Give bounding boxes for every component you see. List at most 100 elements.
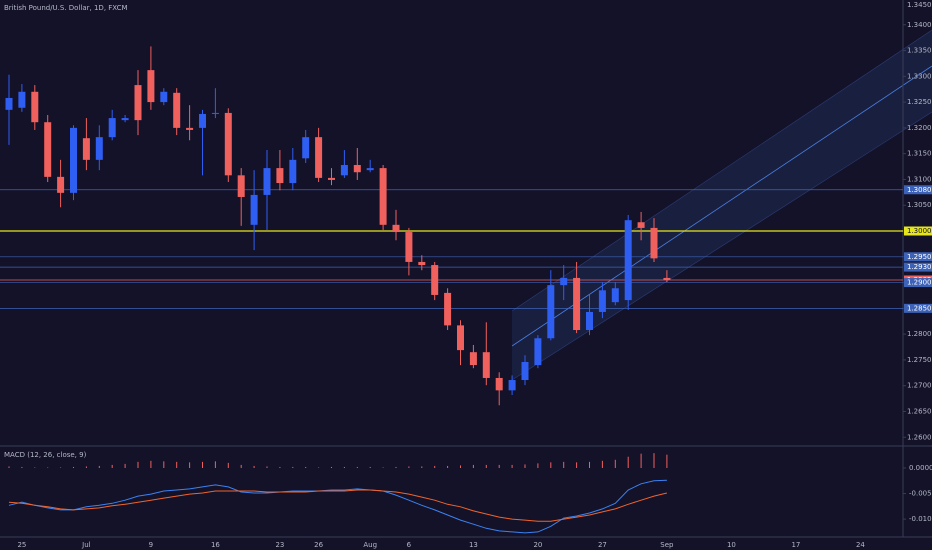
- macd-line: [8, 479, 667, 534]
- price-label-box: [904, 185, 932, 195]
- histogram-bar: [150, 460, 152, 468]
- candle-body: [276, 168, 284, 184]
- histogram-bar: [318, 467, 320, 468]
- price-label-box: [904, 252, 932, 262]
- candle-body: [444, 292, 452, 326]
- candle-body: [289, 159, 297, 184]
- candle-body: [31, 91, 39, 123]
- y-tick-label: 1.31500: [907, 150, 932, 158]
- histogram-bar: [356, 466, 358, 468]
- x-tick-label: 27: [598, 541, 607, 549]
- candle-body: [211, 112, 219, 114]
- histogram-bar: [434, 465, 436, 468]
- histogram-bar: [498, 464, 500, 468]
- candle-body: [431, 265, 439, 295]
- histogram-bar: [627, 456, 629, 468]
- candle-body: [82, 138, 90, 160]
- candle-body: [560, 277, 568, 286]
- x-tick-label: 13: [469, 541, 478, 549]
- macd-line: [8, 489, 668, 522]
- histogram-bar: [601, 460, 603, 468]
- x-tick-label: 6: [407, 541, 412, 549]
- histogram-bar: [382, 467, 384, 468]
- candle-body: [199, 113, 206, 128]
- x-tick-label: 25: [17, 541, 26, 549]
- candle-body: [57, 176, 65, 193]
- histogram-bar: [343, 466, 345, 468]
- price-label-box: [904, 262, 932, 272]
- histogram-bar: [460, 465, 461, 468]
- y2-tick-label: -0.0050: [909, 490, 932, 498]
- price-label-box: [904, 226, 932, 236]
- candle-body: [315, 137, 323, 178]
- candle-body: [134, 85, 142, 121]
- y-tick-label: 1.27500: [907, 356, 932, 364]
- histogram-bar: [292, 466, 294, 468]
- candle-body: [469, 352, 477, 366]
- price-label: 1.30000: [907, 227, 932, 235]
- x-tick-label: 10: [727, 541, 736, 549]
- candle-body: [121, 118, 129, 121]
- y-tick-label: 1.26500: [907, 407, 932, 415]
- histogram-bar: [472, 464, 474, 468]
- histogram-bar: [253, 465, 255, 468]
- candle-body: [598, 290, 606, 312]
- histogram-bar: [227, 462, 229, 468]
- histogram-bar: [305, 466, 307, 468]
- histogram-bar: [85, 466, 87, 468]
- candle-body: [366, 168, 374, 171]
- candle-body: [186, 127, 194, 130]
- channel-median: [511, 65, 932, 347]
- y-tick-label: 1.26000: [907, 433, 932, 441]
- candle-body: [663, 277, 671, 280]
- candle-body: [573, 277, 581, 331]
- candle-body: [547, 285, 555, 339]
- candle-body: [263, 168, 271, 195]
- histogram-bar: [369, 466, 371, 468]
- y-tick-label: 1.32000: [907, 124, 932, 132]
- candle-body: [44, 122, 52, 177]
- x-tick-label: 16: [211, 541, 220, 549]
- candle-body: [250, 194, 258, 225]
- candle-body: [95, 137, 103, 160]
- y2-tick-label: 0.0000: [909, 464, 932, 472]
- macd-title: MACD (12, 26, close, 9): [4, 451, 87, 459]
- candle-body: [353, 165, 361, 173]
- chart-title: British Pound/U.S. Dollar, 1D, FXCM: [4, 4, 128, 12]
- price-label: 1.30800: [907, 186, 932, 194]
- histogram-bar: [279, 466, 281, 468]
- histogram-bar: [589, 461, 590, 468]
- histogram-bar: [137, 461, 139, 468]
- candle-body: [418, 261, 426, 266]
- candle-body: [637, 222, 645, 228]
- candle-body: [108, 118, 116, 138]
- candle-body: [405, 232, 413, 262]
- price-label-box: [904, 278, 932, 288]
- histogram-bar: [73, 466, 74, 468]
- histogram-bar: [189, 462, 191, 468]
- candle-body: [611, 288, 619, 303]
- histogram-bar: [21, 466, 23, 468]
- y-tick-label: 1.31000: [907, 175, 932, 183]
- y-tick-label: 1.34500: [907, 1, 932, 9]
- histogram-bar: [176, 461, 178, 468]
- candle-body: [586, 311, 593, 331]
- channel-lower: [511, 111, 932, 381]
- x-tick-label: Jul: [81, 541, 91, 549]
- candle-body: [18, 91, 26, 108]
- x-tick-label: 26: [314, 541, 323, 549]
- x-tick-label: 23: [275, 541, 284, 549]
- histogram-bar: [202, 461, 203, 468]
- price-label: 1.29000: [907, 279, 932, 287]
- histogram-bar: [331, 466, 332, 468]
- x-tick-label: 20: [533, 541, 542, 549]
- candle-body: [392, 224, 400, 233]
- candle-body: [340, 165, 348, 176]
- candle-body: [650, 227, 658, 259]
- price-label: 1.29500: [907, 253, 932, 261]
- histogram-bar: [240, 464, 242, 468]
- x-tick-label: 17: [791, 541, 800, 549]
- candle-body: [302, 137, 310, 159]
